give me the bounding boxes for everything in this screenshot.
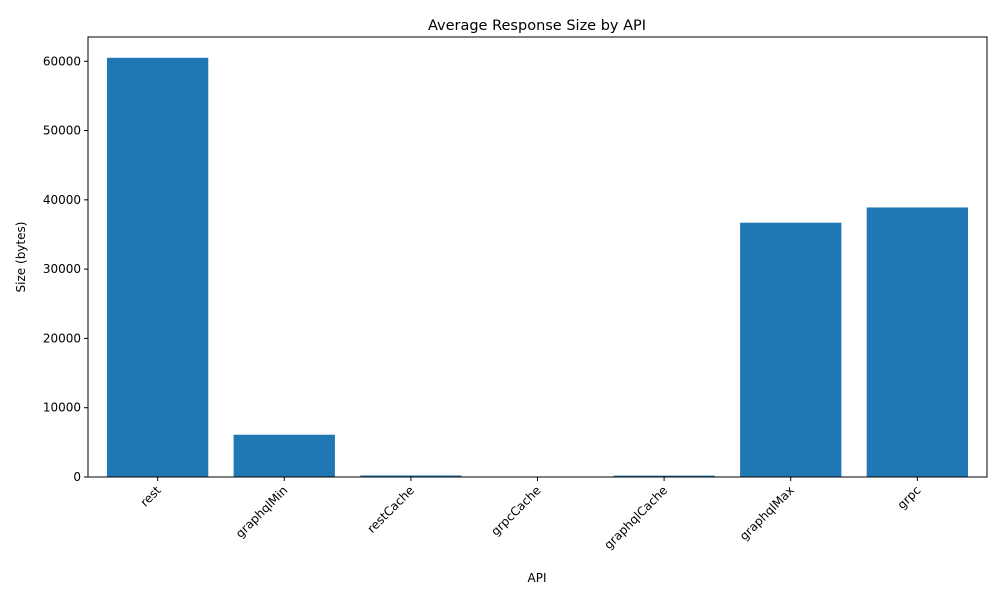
- y-tick-label: 40000: [43, 193, 81, 207]
- y-tick-label: 20000: [43, 331, 81, 345]
- x-tick-label-grpcCache: grpcCache: [488, 483, 543, 538]
- x-tick-label-graphqlMin: graphqlMin: [233, 483, 291, 541]
- x-axis-label: API: [528, 571, 547, 585]
- bar-graphqlCache: [613, 475, 715, 477]
- bars-group: [106, 57, 969, 477]
- bar-restCache: [360, 475, 462, 477]
- y-tick-label: 10000: [43, 401, 81, 415]
- bar-rest: [106, 57, 209, 477]
- x-tick-label-graphqlMax: graphqlMax: [737, 483, 797, 543]
- chart-title: Average Response Size by API: [428, 18, 646, 34]
- y-tick-label: 60000: [43, 54, 81, 68]
- bar-grpc: [866, 207, 969, 477]
- bar-graphqlMax: [740, 222, 842, 477]
- plot-frame: [87, 36, 988, 478]
- y-tick-label: 0: [73, 470, 81, 484]
- bar-graphqlMin: [233, 434, 335, 477]
- y-axis-label: Size (bytes): [14, 222, 28, 293]
- y-tick-label: 30000: [43, 262, 81, 276]
- x-axis: rest graphqlMin restCache grpcCache graphqlC…: [138, 477, 924, 552]
- x-tick-label-grpc: grpc: [895, 483, 924, 512]
- y-axis: 0 10000 20000 30000 40000 50000 60000: [43, 54, 88, 484]
- x-tick-label-restCache: restCache: [364, 483, 417, 536]
- x-tick-label-rest: rest: [138, 483, 164, 509]
- x-tick-label-graphqlCache: graphqlCache: [601, 483, 670, 552]
- y-tick-label: 50000: [43, 124, 81, 138]
